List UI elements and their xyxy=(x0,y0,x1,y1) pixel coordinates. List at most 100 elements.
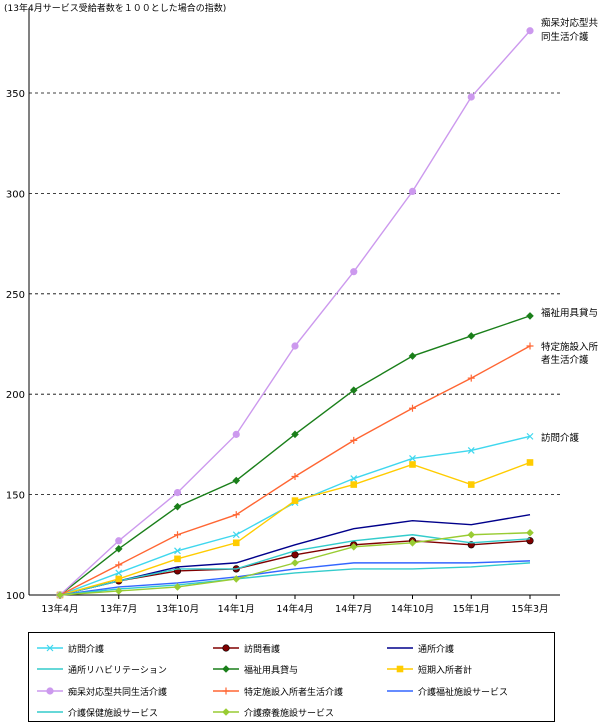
point-7-4 xyxy=(291,473,299,481)
point-10-5 xyxy=(349,543,358,551)
legend-label-2: 通所介護 xyxy=(418,645,455,655)
point-7-5 xyxy=(350,436,358,444)
axes xyxy=(28,8,560,599)
point-4-4 xyxy=(291,430,299,439)
legend-swatch-5 xyxy=(387,665,413,673)
x-tick-label-5: 14年7月 xyxy=(335,603,372,615)
point-0-5 xyxy=(350,475,358,482)
point-6-8 xyxy=(526,27,534,35)
point-4-3 xyxy=(232,476,241,485)
series-9 xyxy=(59,562,531,596)
y-tick-label-4: 300 xyxy=(6,189,25,200)
legend-marker-7 xyxy=(222,687,230,695)
point-5-5 xyxy=(350,481,358,488)
series-line-9 xyxy=(59,562,531,596)
x-tick-label-1: 13年7月 xyxy=(100,603,137,615)
series-5 xyxy=(56,459,534,599)
y-tick-label-5: 350 xyxy=(6,89,25,100)
point-6-2 xyxy=(173,488,182,497)
point-0-6 xyxy=(409,455,416,462)
legend-marker-5 xyxy=(396,665,404,673)
legend-swatch-6 xyxy=(37,687,63,695)
point-5-6 xyxy=(409,461,416,468)
point-5-1 xyxy=(115,575,123,583)
legend-swatch-1 xyxy=(213,644,239,652)
annotation-facility-1: 特定施設入所 xyxy=(541,341,599,353)
legend-marker-1 xyxy=(222,644,230,652)
series-lines xyxy=(56,27,534,599)
legend-swatch-0 xyxy=(37,644,63,652)
point-0-1 xyxy=(115,569,123,577)
legend-label-1: 訪問看護 xyxy=(244,645,281,655)
point-0-2 xyxy=(174,547,181,555)
point-10-2 xyxy=(173,583,182,591)
legend-label-3: 通所リハビリテーション xyxy=(68,666,167,676)
point-10-3 xyxy=(232,575,241,583)
annotation-facility-2: 者生活介護 xyxy=(541,354,589,366)
annotation-dementia-2: 同生活介護 xyxy=(541,31,589,43)
legend-marker-10 xyxy=(222,708,230,716)
point-5-8 xyxy=(526,459,534,466)
x-tick-label-6: 14年10月 xyxy=(391,603,434,615)
legend-swatch-2 xyxy=(387,647,413,649)
legend-label-10: 介護療養施設サービス xyxy=(244,709,335,719)
series-8 xyxy=(59,560,531,596)
legend-swatch-8 xyxy=(387,690,413,692)
point-0-7 xyxy=(467,446,475,454)
series-line-0 xyxy=(59,435,531,596)
annotation-visit: 訪問介護 xyxy=(541,432,580,444)
legend-label-7: 特定施設入所者生活介護 xyxy=(244,688,344,698)
legend-swatch-9 xyxy=(37,711,63,713)
annotation-dementia-1: 痴呆対応型共 xyxy=(541,17,599,29)
point-6-3 xyxy=(232,430,240,438)
point-10-8 xyxy=(526,528,534,537)
series-6 xyxy=(56,27,534,599)
y-tick-label-3: 250 xyxy=(6,290,25,301)
point-0-3 xyxy=(232,531,240,539)
chart-legend: 訪問介護 訪問看護 通所介護 通所リハビリテーション 福祉用具貸与 短期入所者計 痴呆対応型… xyxy=(28,632,555,722)
point-5-4 xyxy=(291,497,299,504)
point-4-8 xyxy=(526,312,534,320)
legend-swatch-10 xyxy=(213,708,239,716)
x-tick-label-8: 15年3月 xyxy=(511,603,548,615)
line-chart: 100 150 200 250 300 350 13年4月 13年7月 13年10月 14年1月 1… xyxy=(6,8,599,615)
point-5-3 xyxy=(232,539,240,547)
legend-marker-6 xyxy=(46,687,54,695)
legend-label-0: 訪問介護 xyxy=(68,645,105,655)
x-tick-label-2: 13年10月 xyxy=(156,603,199,615)
point-1-4 xyxy=(291,551,299,559)
point-10-0 xyxy=(56,591,64,599)
x-tick-label-0: 13年4月 xyxy=(41,603,78,615)
series-10 xyxy=(56,528,534,599)
point-6-5 xyxy=(350,268,358,276)
point-4-6 xyxy=(408,352,417,360)
chart-note: (13年4月サービス受給者数を１００とした場合の指数) xyxy=(4,4,227,14)
legend-label-8: 介護福祉施設サービス xyxy=(418,688,509,698)
series-line-8 xyxy=(59,560,531,596)
x-tick-label-4: 14年4月 xyxy=(276,603,313,615)
point-0-8 xyxy=(526,432,534,440)
point-6-4 xyxy=(291,342,299,350)
legend-marker-0 xyxy=(46,644,54,652)
series-line-3 xyxy=(59,534,531,596)
legend-swatch-3 xyxy=(37,668,63,670)
tick-labels: 100 150 200 250 300 350 13年4月 13年7月 13年10月 14年1月 1… xyxy=(6,89,549,615)
legend-label-9: 介護保健施設サービス xyxy=(68,709,159,719)
point-6-1 xyxy=(115,537,123,545)
point-4-2 xyxy=(173,502,182,511)
series-annotations: 痴呆対応型共 同生活介護 福祉用具貸与 特定施設入所 者生活介護 訪問介護 xyxy=(541,17,599,444)
legend-marker-4 xyxy=(222,665,230,673)
series-3 xyxy=(59,534,531,596)
point-4-5 xyxy=(349,386,358,394)
x-tick-label-7: 15年1月 xyxy=(453,603,490,615)
y-tick-label-2: 200 xyxy=(6,390,25,401)
point-5-2 xyxy=(174,555,181,563)
y-tick-label-1: 150 xyxy=(6,491,25,502)
point-7-6 xyxy=(409,404,416,412)
point-6-6 xyxy=(408,187,417,195)
legend-label-6: 痴呆対応型共同生活介護 xyxy=(68,688,168,698)
point-7-8 xyxy=(526,342,534,350)
point-6-7 xyxy=(467,93,475,101)
legend-label-5: 短期入所者計 xyxy=(418,666,473,676)
point-4-1 xyxy=(114,545,123,553)
